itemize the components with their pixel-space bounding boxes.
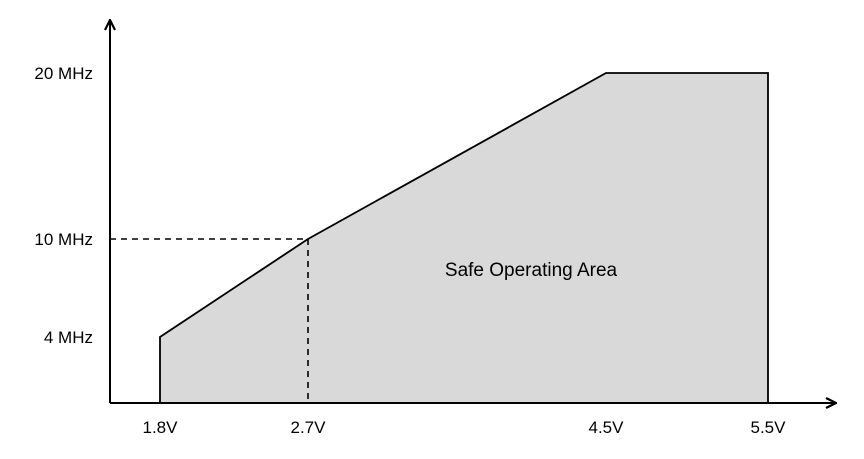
y-tick-label: 10 MHz [34, 230, 93, 249]
safe-operating-area-region [159, 72, 769, 404]
x-tick-label: 2.7V [291, 418, 327, 437]
region-label: Safe Operating Area [445, 260, 618, 281]
x-tick-label: 5.5V [751, 418, 787, 437]
y-tick-label: 20 MHz [34, 64, 93, 83]
x-tick-label: 1.8V [143, 418, 179, 437]
y-tick-label: 4 MHz [44, 328, 93, 347]
x-tick-labels: 1.8V 2.7V 4.5V 5.5V [143, 418, 787, 437]
y-tick-labels: 4 MHz 10 MHz 20 MHz [34, 64, 93, 347]
x-tick-label: 4.5V [589, 418, 625, 437]
